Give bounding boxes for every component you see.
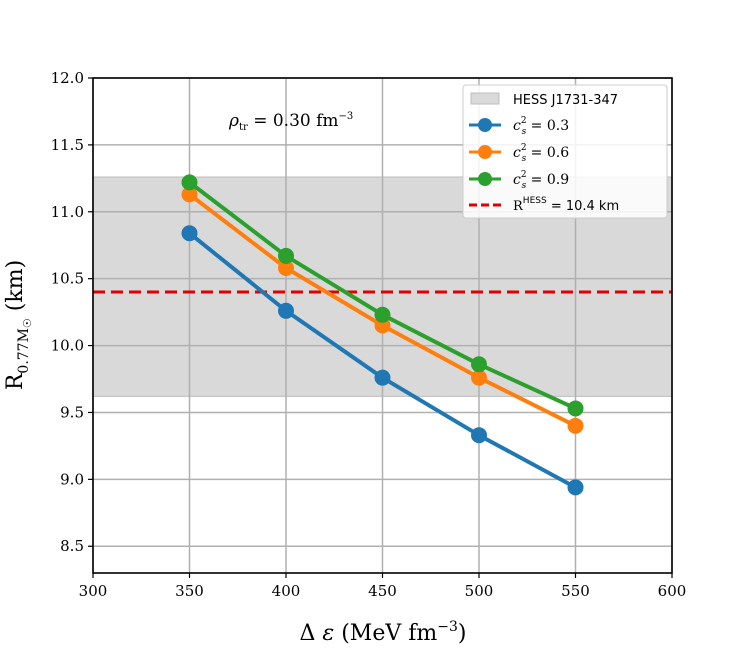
data-point — [471, 427, 487, 444]
series-1 — [181, 186, 584, 434]
y-tick-label: 12.0 — [51, 69, 84, 87]
data-point — [374, 306, 391, 323]
y-tick-label: 11.0 — [51, 203, 84, 221]
legend-marker-cs09 — [478, 172, 492, 186]
legend-label-hess: RHESS = 10.4 km — [513, 196, 619, 214]
y-tick-label: 10.0 — [51, 337, 84, 355]
data-point — [374, 369, 391, 386]
y-tick-label: 10.5 — [51, 270, 84, 288]
data-point — [471, 356, 487, 373]
ticks: 300 350 400 450 500 550 600 8.5 9.0 9.5 10.0 10.5 11… — [51, 69, 687, 600]
data-point — [471, 369, 487, 386]
legend-label-cs03: c2 s = 0.3 — [513, 116, 569, 137]
x-tick-label: 350 — [175, 582, 204, 600]
legend-marker-cs03 — [478, 118, 492, 132]
data-point — [181, 225, 198, 242]
y-tick-label: 9.0 — [60, 470, 84, 488]
data-point — [181, 174, 198, 191]
y-tick-label: 11.5 — [51, 136, 84, 154]
legend-box — [462, 84, 668, 219]
data-point — [278, 259, 294, 276]
data-point — [567, 400, 584, 417]
data-point — [278, 247, 294, 264]
legend-marker-cs06 — [478, 145, 492, 159]
series-0 — [181, 225, 584, 496]
x-tick-label: 550 — [561, 582, 590, 600]
x-tick-label: 300 — [79, 582, 108, 600]
data-point — [181, 186, 198, 203]
legend-label-cs09: c2 s = 0.9 — [513, 170, 569, 191]
data-point — [567, 479, 584, 496]
y-axis-label: R0.77M☉ (km) — [3, 260, 34, 390]
data-point — [278, 302, 294, 319]
legend-label-cs06: c2 s = 0.6 — [513, 143, 569, 164]
y-tick-label: 9.5 — [60, 403, 84, 421]
legend-band-label: HESS J1731-347 — [513, 93, 618, 108]
legend-band-swatch — [470, 92, 500, 105]
legend: HESS J1731-347 c2 s = 0.3 c2 s = 0.6 c2 s =… — [462, 84, 668, 219]
data-point — [567, 417, 584, 434]
annotation-rho: ρtr = 0.30 fm−3 — [228, 111, 353, 133]
y-tick-label: 8.5 — [60, 537, 84, 555]
x-tick-label: 400 — [272, 582, 301, 600]
series-layer — [181, 174, 584, 496]
x-tick-label: 450 — [368, 582, 397, 600]
x-tick-label: 600 — [658, 582, 687, 600]
x-tick-label: 500 — [465, 582, 494, 600]
series-2 — [181, 174, 584, 417]
x-axis-label: Δ ε (MeV fm−3) — [300, 619, 467, 646]
